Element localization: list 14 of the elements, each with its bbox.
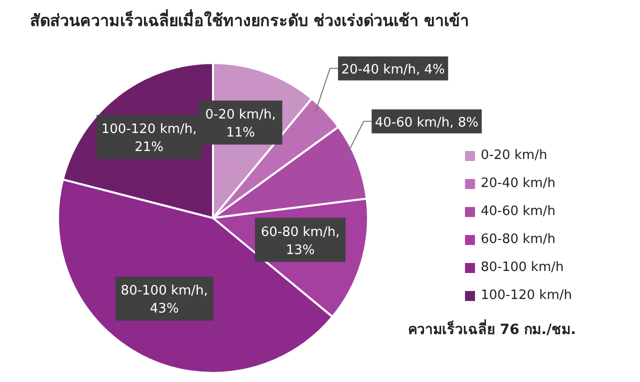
chart-title: สัดส่วนความเร็วเฉลี่ยเมื่อใช้ทางยกระดับ ช่วงเร่งด่วนเช้า ขาเข้า bbox=[30, 8, 470, 32]
legend-label: 80-100 km/h bbox=[480, 260, 564, 275]
legend-label: 0-20 km/h bbox=[480, 148, 548, 163]
legend-label: 100-120 km/h bbox=[480, 288, 572, 303]
data-label: 80-100 km/h, 43% bbox=[120, 284, 208, 317]
data-label: 40-60 km/h, 8% bbox=[374, 115, 478, 130]
data-label: 60-80 km/h, 13% bbox=[260, 224, 340, 258]
data-label: 20-40 km/h, 4% bbox=[341, 62, 445, 78]
legend-label: 20-40 km/h bbox=[480, 176, 556, 191]
data-label: 100-120 km/h, 21% bbox=[101, 122, 197, 156]
legend-label: 40-60 km/h bbox=[480, 204, 556, 219]
legend-label: 60-80 km/h bbox=[480, 232, 556, 247]
data-label: 0-20 km/h, 11% bbox=[205, 108, 276, 141]
text: ความเร็วเฉลี่ย 76 กม./ชม. bbox=[408, 318, 576, 340]
